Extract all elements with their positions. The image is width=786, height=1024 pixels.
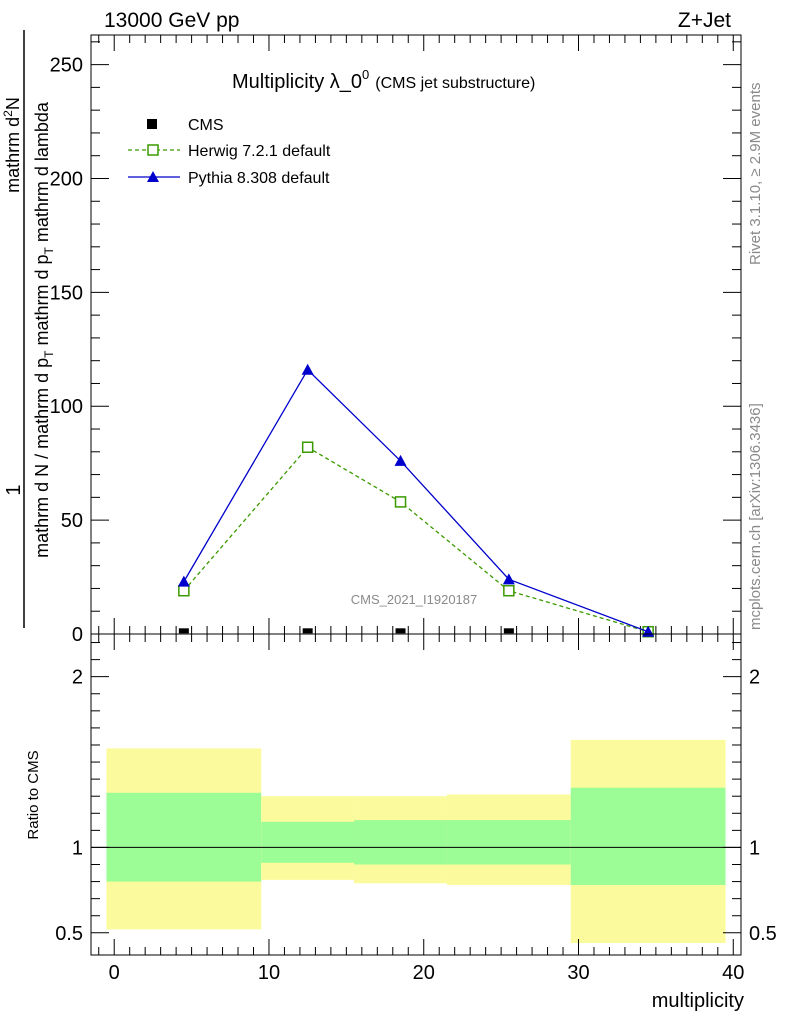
ytick-label: 150 xyxy=(50,282,83,304)
x-axis-label: multiplicity xyxy=(652,990,744,1012)
ytick-label: 0 xyxy=(72,624,83,646)
mcplots-label: mcplots.cern.ch [arXiv:1306.3436] xyxy=(747,403,764,630)
xtick-label: 40 xyxy=(722,962,744,984)
xtick-label: 0 xyxy=(109,962,120,984)
legend-marker-cms xyxy=(147,119,157,129)
ytick-label: 200 xyxy=(50,168,83,190)
chart-title: Multiplicity λ_00 (CMS jet substructure) xyxy=(232,67,535,93)
y-axis-label: 1 mathrm d2N mathrm d N / mathrm d pT ma… xyxy=(1,30,56,628)
xtick-label: 10 xyxy=(258,962,280,984)
ratio-ytick-label-right: 2 xyxy=(749,667,760,689)
data-point-cms xyxy=(503,628,514,634)
ytick-label: 50 xyxy=(61,510,83,532)
ratio-band-green xyxy=(570,787,726,885)
ratio-ytick-label-right: 1 xyxy=(749,837,760,859)
main-plot-ytick-labels: 0 50 100 150 200 250 xyxy=(50,55,83,646)
data-point-herwig xyxy=(178,584,190,597)
ylabel-line1: 1 xyxy=(3,484,25,495)
main-plot-ticks xyxy=(91,35,741,635)
data-point-herwig xyxy=(301,441,314,453)
ratio-band-green xyxy=(446,820,571,865)
ratio-band-green xyxy=(106,792,262,882)
header-left: 13000 GeV pp xyxy=(104,9,239,32)
series-layer xyxy=(177,363,655,638)
legend-label-pythia: Pythia 8.308 default xyxy=(188,170,330,187)
data-point-pythia xyxy=(177,575,190,587)
header-right: Z+Jet xyxy=(678,9,731,32)
ratio-plot-frame xyxy=(90,633,742,956)
data-point-pythia xyxy=(394,454,407,466)
data-point-pythia xyxy=(301,363,314,375)
ratio-ytick-label: 0.5 xyxy=(55,923,83,945)
legend-label-herwig: Herwig 7.2.1 default xyxy=(188,143,331,160)
xtick-label: 30 xyxy=(567,962,589,984)
ratio-ytick-label-right: 0.5 xyxy=(749,923,777,945)
ratio-ytick-label: 1 xyxy=(72,837,83,859)
chart-title-main: Multiplicity λ_0 xyxy=(232,71,362,93)
legend-marker-pythia xyxy=(147,171,159,182)
ytick-label: 250 xyxy=(50,55,83,77)
ratio-plot-panel: 0.5 0.5 1 1 2 2 0 10 20 30 40 Ratio to CMS multip… xyxy=(25,633,777,1012)
data-point-cms xyxy=(395,628,406,634)
rivet-label: Rivet 3.1.10, ≥ 2.9M events xyxy=(747,83,764,266)
legend-label-cms: CMS xyxy=(188,117,224,134)
chart-title-sup: 0 xyxy=(362,67,369,82)
ratio-plot-ticks xyxy=(91,634,741,955)
legend-marker-herwig xyxy=(147,144,159,156)
ratio-bands xyxy=(106,739,726,944)
data-point-pythia xyxy=(502,573,515,585)
data-point-cms xyxy=(302,628,313,634)
ratio-band-green xyxy=(261,821,355,863)
xtick-label: 20 xyxy=(413,962,435,984)
data-point-cms xyxy=(178,628,189,634)
data-point-herwig xyxy=(503,584,515,597)
ratio-ylabel: Ratio to CMS xyxy=(25,750,42,839)
ratio-xtick-labels: 0 10 20 30 40 xyxy=(109,962,745,984)
ylabel-line3: mathrm d2N xyxy=(1,97,23,193)
chart-title-sub: (CMS jet substructure) xyxy=(375,75,535,92)
ratio-ytick-label: 2 xyxy=(72,667,83,689)
ratio-ytick-labels: 0.5 0.5 1 1 2 2 xyxy=(55,667,777,945)
data-point-herwig xyxy=(394,496,407,508)
ytick-label: 100 xyxy=(50,396,83,418)
ratio-band-green xyxy=(354,820,447,865)
analysis-watermark: CMS_2021_I1920187 xyxy=(351,592,478,607)
legend: CMS Herwig 7.2.1 default Pythia 8.308 de… xyxy=(128,117,331,187)
ylabel-denominator: mathrm d N / mathrm d pT mathrm d pT mat… xyxy=(32,101,56,558)
